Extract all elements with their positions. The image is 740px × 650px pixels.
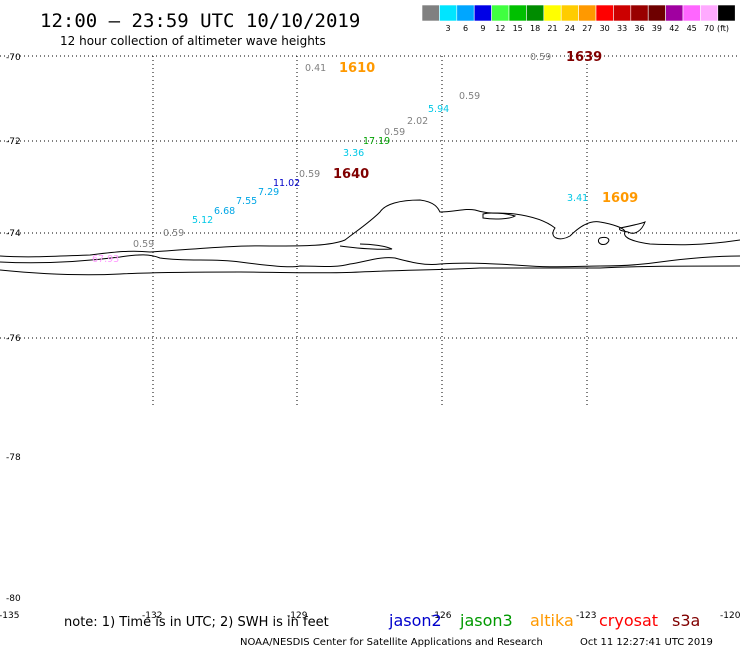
- legend-tick-label: 27: [582, 24, 592, 33]
- legend-swatch: [473, 4, 492, 22]
- map-title: 12:00 – 23:59 UTC 10/10/2019: [40, 10, 360, 32]
- swh-observation: 3.41: [567, 193, 588, 204]
- satellite-name: altika: [530, 611, 574, 630]
- swh-observation: 7.29: [258, 187, 279, 198]
- lat-label: -74: [6, 229, 21, 239]
- swh-observation: 0.59: [459, 91, 480, 102]
- legend-swatch: [456, 4, 475, 22]
- satellite-legend: jason2 jason3 altika cryosat s3a: [388, 611, 700, 630]
- legend-tick-label: 18: [530, 24, 540, 33]
- swh-observation: 0.59: [299, 169, 320, 180]
- legend-swatch: [665, 4, 684, 22]
- coastline: [0, 199, 740, 276]
- map-subtitle: 12 hour collection of altimeter wave hei…: [60, 34, 326, 48]
- legend-swatch: [543, 4, 562, 22]
- pass-time-label: 1639: [566, 50, 602, 65]
- swh-observation: 0.59: [163, 228, 184, 239]
- pass-time-label: 1610: [339, 61, 375, 76]
- legend-swatch: [439, 4, 458, 22]
- inlet-outline: [597, 237, 610, 245]
- legend-tick-label: 15: [513, 24, 523, 33]
- satellite-name: cryosat: [599, 611, 658, 630]
- legend-swatch: [717, 4, 736, 22]
- legend-tick-label: 33: [617, 24, 627, 33]
- lat-label: -70: [6, 53, 21, 63]
- pass-time-label: 1640: [333, 167, 369, 182]
- swh-observation: 0.59: [133, 239, 154, 250]
- lon-label: -120: [720, 611, 740, 621]
- swh-observation: 7.55: [236, 196, 257, 207]
- footer-timestamp: Oct 11 12:27:41 UTC 2019: [580, 637, 713, 648]
- legend-swatch: [526, 4, 545, 22]
- lat-label: -80: [6, 594, 21, 604]
- swh-observation: 5.12: [192, 215, 213, 226]
- legend-tick-label: 42: [669, 24, 679, 33]
- swh-observation: 0.59: [530, 52, 551, 63]
- lon-label: -126: [431, 611, 452, 621]
- legend-tick-label: 39: [652, 24, 662, 33]
- swh-observations: 0.41 0.59 0.59 5.94 2.02 0.59 17.19 3.36…: [92, 52, 588, 265]
- coast-inner-line: [0, 254, 740, 268]
- swh-observation: 6.68: [214, 206, 235, 217]
- legend-tick-label: 21: [547, 24, 557, 33]
- legend-tick-label: 9: [480, 24, 485, 33]
- satellite-name: s3a: [672, 611, 700, 630]
- longitude-labels: -135 -132 -129 -126 -123 -120: [0, 611, 740, 621]
- legend-tick-label: 3: [446, 24, 451, 33]
- legend-swatch: [647, 4, 666, 22]
- graticule: [0, 55, 740, 408]
- legend-tick-label: 24: [565, 24, 575, 33]
- ice-shelf-outline: [0, 199, 740, 258]
- coast-outer-line: [0, 265, 740, 276]
- swh-observation: 17.19: [363, 136, 390, 147]
- legend-swatch: [613, 4, 632, 22]
- legend-swatch: [682, 4, 701, 22]
- legend-unit-label: (ft): [717, 24, 729, 33]
- peninsula-outline: [339, 243, 393, 250]
- lat-label: -76: [6, 334, 21, 344]
- legend-tick-label: 30: [600, 24, 610, 33]
- legend-tick-label: 36: [634, 24, 644, 33]
- footer-credit: NOAA/NESDIS Center for Satellite Applica…: [240, 637, 543, 648]
- lon-label: -129: [287, 611, 308, 621]
- swh-observation: 11.02: [273, 178, 300, 189]
- lat-label: -72: [6, 137, 21, 147]
- legend-swatch: [491, 4, 510, 22]
- legend-swatch: [700, 4, 719, 22]
- legend-swatch: [421, 4, 440, 22]
- footer-note: note: 1) Time is in UTC; 2) SWH is in fe…: [64, 615, 329, 630]
- lon-label: -132: [142, 611, 162, 621]
- legend-swatch: [630, 4, 649, 22]
- swh-observation: 2.02: [407, 116, 428, 127]
- satellite-name: jason3: [459, 611, 513, 630]
- wave-height-color-legend: 3 6 9 12 15 18 21 24 27 30 33 36 39 42 45 70: [421, 4, 736, 33]
- legend-swatch: [595, 4, 614, 22]
- swh-observation: 67.93: [92, 254, 119, 265]
- swh-observation: 3.36: [343, 148, 364, 159]
- swh-observation: 5.94: [428, 104, 449, 115]
- legend-tick-label: 70: [704, 24, 714, 33]
- legend-tick-label: 6: [463, 24, 468, 33]
- bay-outline: [619, 221, 646, 234]
- pass-times: 1610 1639 1640 1609: [333, 50, 638, 206]
- satellite-name: jason2: [388, 611, 442, 630]
- lat-label: -78: [6, 453, 21, 463]
- legend-tick-label: 12: [495, 24, 505, 33]
- lon-label: -135: [0, 611, 19, 621]
- lon-label: -123: [576, 611, 596, 621]
- swh-observation: 0.59: [384, 127, 405, 138]
- legend-swatch: [578, 4, 597, 22]
- legend-swatch: [508, 4, 527, 22]
- pass-time-label: 1609: [602, 191, 638, 206]
- swh-observation: 0.41: [305, 63, 326, 74]
- legend-tick-label: 45: [687, 24, 697, 33]
- island-outline: [482, 212, 517, 220]
- legend-swatch: [560, 4, 579, 22]
- latitude-labels: -70 -72 -74 -76 -78 -80: [6, 53, 21, 604]
